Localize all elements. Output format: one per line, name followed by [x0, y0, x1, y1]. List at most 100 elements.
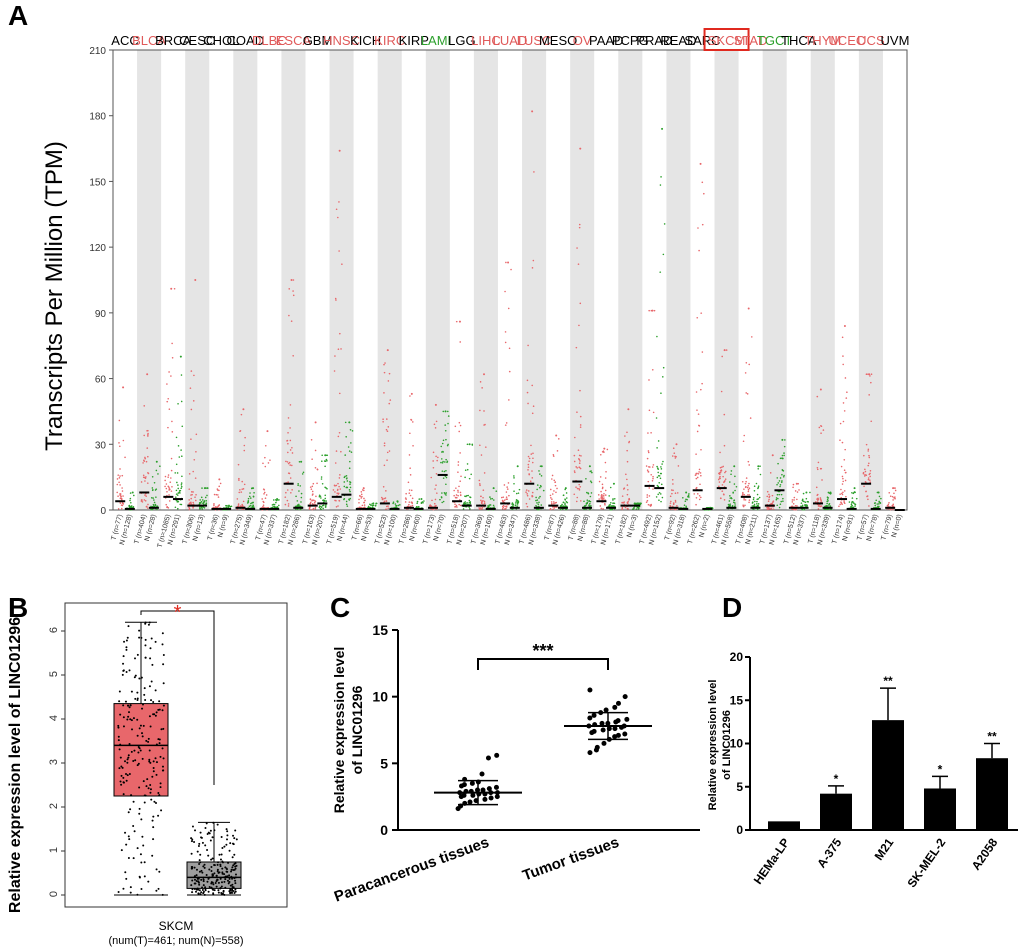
scatter-point-max [468, 443, 471, 446]
scatter-point [505, 491, 508, 493]
scatter-point [312, 507, 315, 510]
panel-label-a: A [8, 0, 29, 31]
scatter-point [171, 420, 173, 423]
jitter-point [199, 853, 202, 856]
scatter-point [853, 502, 855, 505]
scatter-point [791, 501, 794, 503]
scatter-point [574, 471, 576, 474]
scatter-point [482, 489, 485, 491]
scatter-point [875, 499, 878, 502]
scatter-point [118, 442, 120, 444]
scatter-point [532, 457, 534, 460]
scatter-point [144, 494, 146, 496]
jitter-point [122, 662, 125, 665]
scatter-point [793, 499, 795, 501]
scatter-point [195, 450, 197, 453]
cancer-label-thca: THCA [781, 33, 817, 48]
scatter-point [841, 483, 844, 485]
scatter-point [670, 500, 672, 503]
scatter-point [322, 504, 325, 507]
scatter-point [164, 475, 167, 478]
scatter-point [639, 502, 642, 505]
jitter-point [225, 868, 228, 871]
scatter-point [753, 485, 756, 488]
scatter-point [118, 481, 120, 484]
scatter-point [766, 508, 769, 511]
scatter-point [174, 506, 177, 509]
scatter-point [845, 471, 847, 474]
scatter-point [626, 493, 629, 496]
scatter-point [288, 472, 291, 475]
scatter-point [423, 500, 425, 502]
jitter-point [122, 704, 125, 707]
jitter-point [119, 756, 122, 759]
scatter-point [698, 494, 701, 497]
jitter-point [203, 866, 206, 869]
scatter-point [153, 505, 155, 507]
scatter-point [157, 473, 159, 475]
scatter-point [440, 445, 443, 448]
scatter-point [488, 504, 491, 506]
jitter-point [122, 887, 125, 890]
scatter-point [801, 499, 804, 502]
jitter-point [138, 786, 141, 789]
scatter-point [121, 490, 124, 492]
scatter-point [793, 508, 796, 511]
scatter-point [645, 465, 648, 467]
scatter-point [273, 505, 275, 508]
scatter-point [551, 498, 553, 501]
jitter-point [220, 853, 223, 856]
scatter-point [349, 428, 352, 431]
jitter-point [148, 621, 151, 624]
scatter-point [174, 496, 177, 498]
scatter-point [657, 493, 660, 496]
scatter-point [842, 491, 844, 494]
scatter-point [530, 453, 533, 455]
jitter-point [144, 622, 147, 625]
scatter-point [188, 473, 191, 475]
scatter-point [478, 479, 481, 482]
scatter-point [442, 451, 444, 453]
scatter-point [154, 504, 157, 507]
scatter-point [177, 487, 180, 490]
scatter-point [337, 492, 340, 495]
jitter-point [210, 882, 213, 885]
scatter-point [590, 492, 593, 494]
jitter-point [148, 760, 151, 763]
scatter-point [652, 477, 654, 480]
scatter-point [559, 508, 562, 511]
jitter-point [117, 726, 120, 729]
scatter-point [891, 495, 894, 498]
scatter-point [743, 498, 745, 501]
scatter-point [315, 495, 317, 498]
scatter-point [851, 497, 854, 499]
scatter-point [322, 499, 324, 502]
scatter-point [508, 347, 511, 350]
scatter-point [672, 483, 674, 485]
jitter-point [117, 890, 120, 893]
scatter-point [628, 440, 631, 443]
jitter-point [198, 859, 201, 862]
panel-c-point [612, 726, 618, 732]
scatter-point [442, 500, 445, 503]
scatter-point [800, 502, 803, 504]
scatter-point [842, 420, 845, 423]
scatter-point [263, 491, 266, 494]
scatter-point [598, 480, 601, 483]
scatter-point [602, 495, 605, 497]
scatter-point [723, 499, 726, 501]
jitter-point [133, 830, 136, 833]
scatter-point [291, 446, 293, 449]
scatter-point [839, 422, 842, 425]
scatter-point [550, 478, 553, 480]
scatter-point [339, 474, 341, 476]
scatter-point [326, 487, 328, 490]
scatter-point [167, 507, 170, 509]
jitter-point [214, 881, 217, 884]
scatter-point [347, 446, 350, 448]
scatter-point [892, 499, 894, 501]
stripe-ucs [858, 50, 883, 510]
scatter-point [386, 451, 389, 454]
jitter-point [136, 653, 139, 656]
scatter-point [608, 504, 610, 507]
